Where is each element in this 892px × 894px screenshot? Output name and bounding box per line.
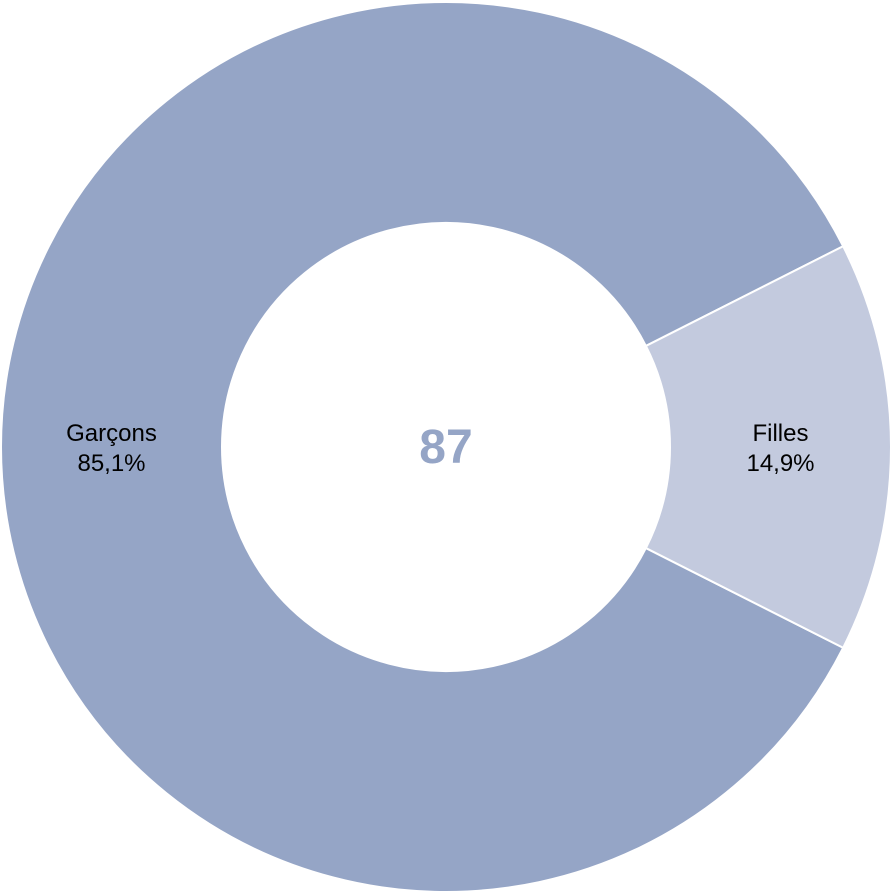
slice-label-filles: Filles [752, 420, 808, 447]
slice-percent-filles: 14,9% [746, 450, 814, 477]
center-total-value: 87 [419, 421, 472, 474]
slice-filles [644, 244, 892, 650]
slice-labels-group: Garçons 85,1% Filles 14,9% [66, 420, 814, 477]
slice-label-garcons: Garçons [66, 420, 157, 447]
slice-percent-garcons: 85,1% [77, 450, 145, 477]
slice-garcons [0, 1, 845, 893]
